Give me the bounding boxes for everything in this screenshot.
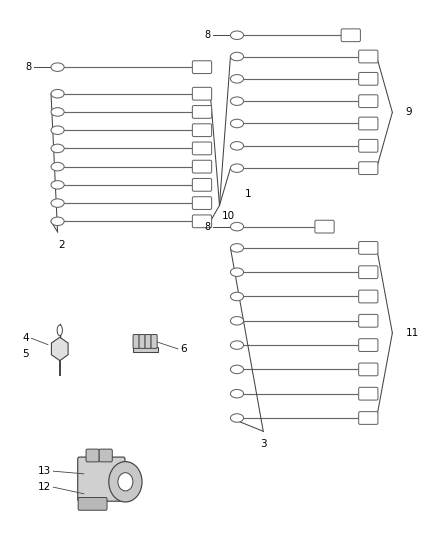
Ellipse shape: [51, 199, 64, 207]
Polygon shape: [51, 337, 68, 361]
FancyBboxPatch shape: [192, 61, 211, 74]
Ellipse shape: [51, 126, 64, 134]
FancyBboxPatch shape: [192, 179, 211, 191]
FancyBboxPatch shape: [99, 449, 112, 462]
Text: 6: 6: [180, 344, 186, 354]
FancyBboxPatch shape: [358, 241, 377, 254]
Text: 8: 8: [204, 30, 210, 41]
Circle shape: [118, 473, 133, 491]
FancyBboxPatch shape: [358, 117, 377, 130]
FancyBboxPatch shape: [358, 339, 377, 351]
Text: 8: 8: [204, 222, 210, 232]
Ellipse shape: [230, 119, 243, 128]
Ellipse shape: [230, 164, 243, 172]
FancyBboxPatch shape: [133, 335, 139, 349]
Ellipse shape: [230, 390, 243, 398]
Ellipse shape: [230, 222, 243, 231]
FancyBboxPatch shape: [358, 363, 377, 376]
FancyBboxPatch shape: [78, 457, 125, 501]
Text: 12: 12: [38, 482, 51, 492]
Ellipse shape: [230, 244, 243, 252]
FancyBboxPatch shape: [358, 95, 377, 108]
FancyBboxPatch shape: [192, 215, 211, 228]
Ellipse shape: [51, 181, 64, 189]
FancyBboxPatch shape: [192, 87, 211, 100]
FancyBboxPatch shape: [358, 50, 377, 63]
FancyBboxPatch shape: [358, 411, 377, 424]
FancyBboxPatch shape: [358, 140, 377, 152]
FancyBboxPatch shape: [139, 335, 145, 349]
Ellipse shape: [51, 108, 64, 116]
Text: 10: 10: [221, 211, 234, 221]
FancyBboxPatch shape: [132, 347, 157, 352]
Text: 4: 4: [22, 333, 29, 343]
Ellipse shape: [230, 317, 243, 325]
Ellipse shape: [51, 144, 64, 152]
Ellipse shape: [230, 365, 243, 374]
FancyBboxPatch shape: [358, 162, 377, 174]
Ellipse shape: [51, 163, 64, 171]
FancyBboxPatch shape: [192, 197, 211, 209]
Ellipse shape: [230, 52, 243, 61]
FancyBboxPatch shape: [358, 72, 377, 85]
Text: 9: 9: [405, 107, 411, 117]
Text: 8: 8: [25, 62, 31, 72]
Ellipse shape: [230, 142, 243, 150]
FancyBboxPatch shape: [358, 387, 377, 400]
Ellipse shape: [230, 268, 243, 277]
FancyBboxPatch shape: [145, 335, 151, 349]
Text: 2: 2: [59, 240, 65, 250]
FancyBboxPatch shape: [192, 142, 211, 155]
Ellipse shape: [230, 292, 243, 301]
Text: 1: 1: [244, 189, 251, 199]
Ellipse shape: [57, 325, 62, 336]
Ellipse shape: [230, 75, 243, 83]
FancyBboxPatch shape: [340, 29, 360, 42]
FancyBboxPatch shape: [358, 314, 377, 327]
FancyBboxPatch shape: [314, 220, 333, 233]
Text: 13: 13: [38, 466, 51, 476]
Ellipse shape: [51, 90, 64, 98]
FancyBboxPatch shape: [78, 497, 107, 510]
Circle shape: [109, 462, 142, 502]
Text: 3: 3: [259, 439, 266, 449]
Ellipse shape: [51, 217, 64, 225]
FancyBboxPatch shape: [192, 160, 211, 173]
Ellipse shape: [230, 414, 243, 422]
Text: 11: 11: [405, 328, 418, 338]
Ellipse shape: [51, 63, 64, 71]
FancyBboxPatch shape: [192, 124, 211, 136]
Text: 5: 5: [22, 349, 29, 359]
FancyBboxPatch shape: [86, 449, 99, 462]
Ellipse shape: [230, 341, 243, 349]
FancyBboxPatch shape: [358, 266, 377, 279]
FancyBboxPatch shape: [151, 335, 157, 349]
Ellipse shape: [230, 97, 243, 106]
FancyBboxPatch shape: [358, 290, 377, 303]
Ellipse shape: [230, 31, 243, 39]
FancyBboxPatch shape: [192, 106, 211, 118]
